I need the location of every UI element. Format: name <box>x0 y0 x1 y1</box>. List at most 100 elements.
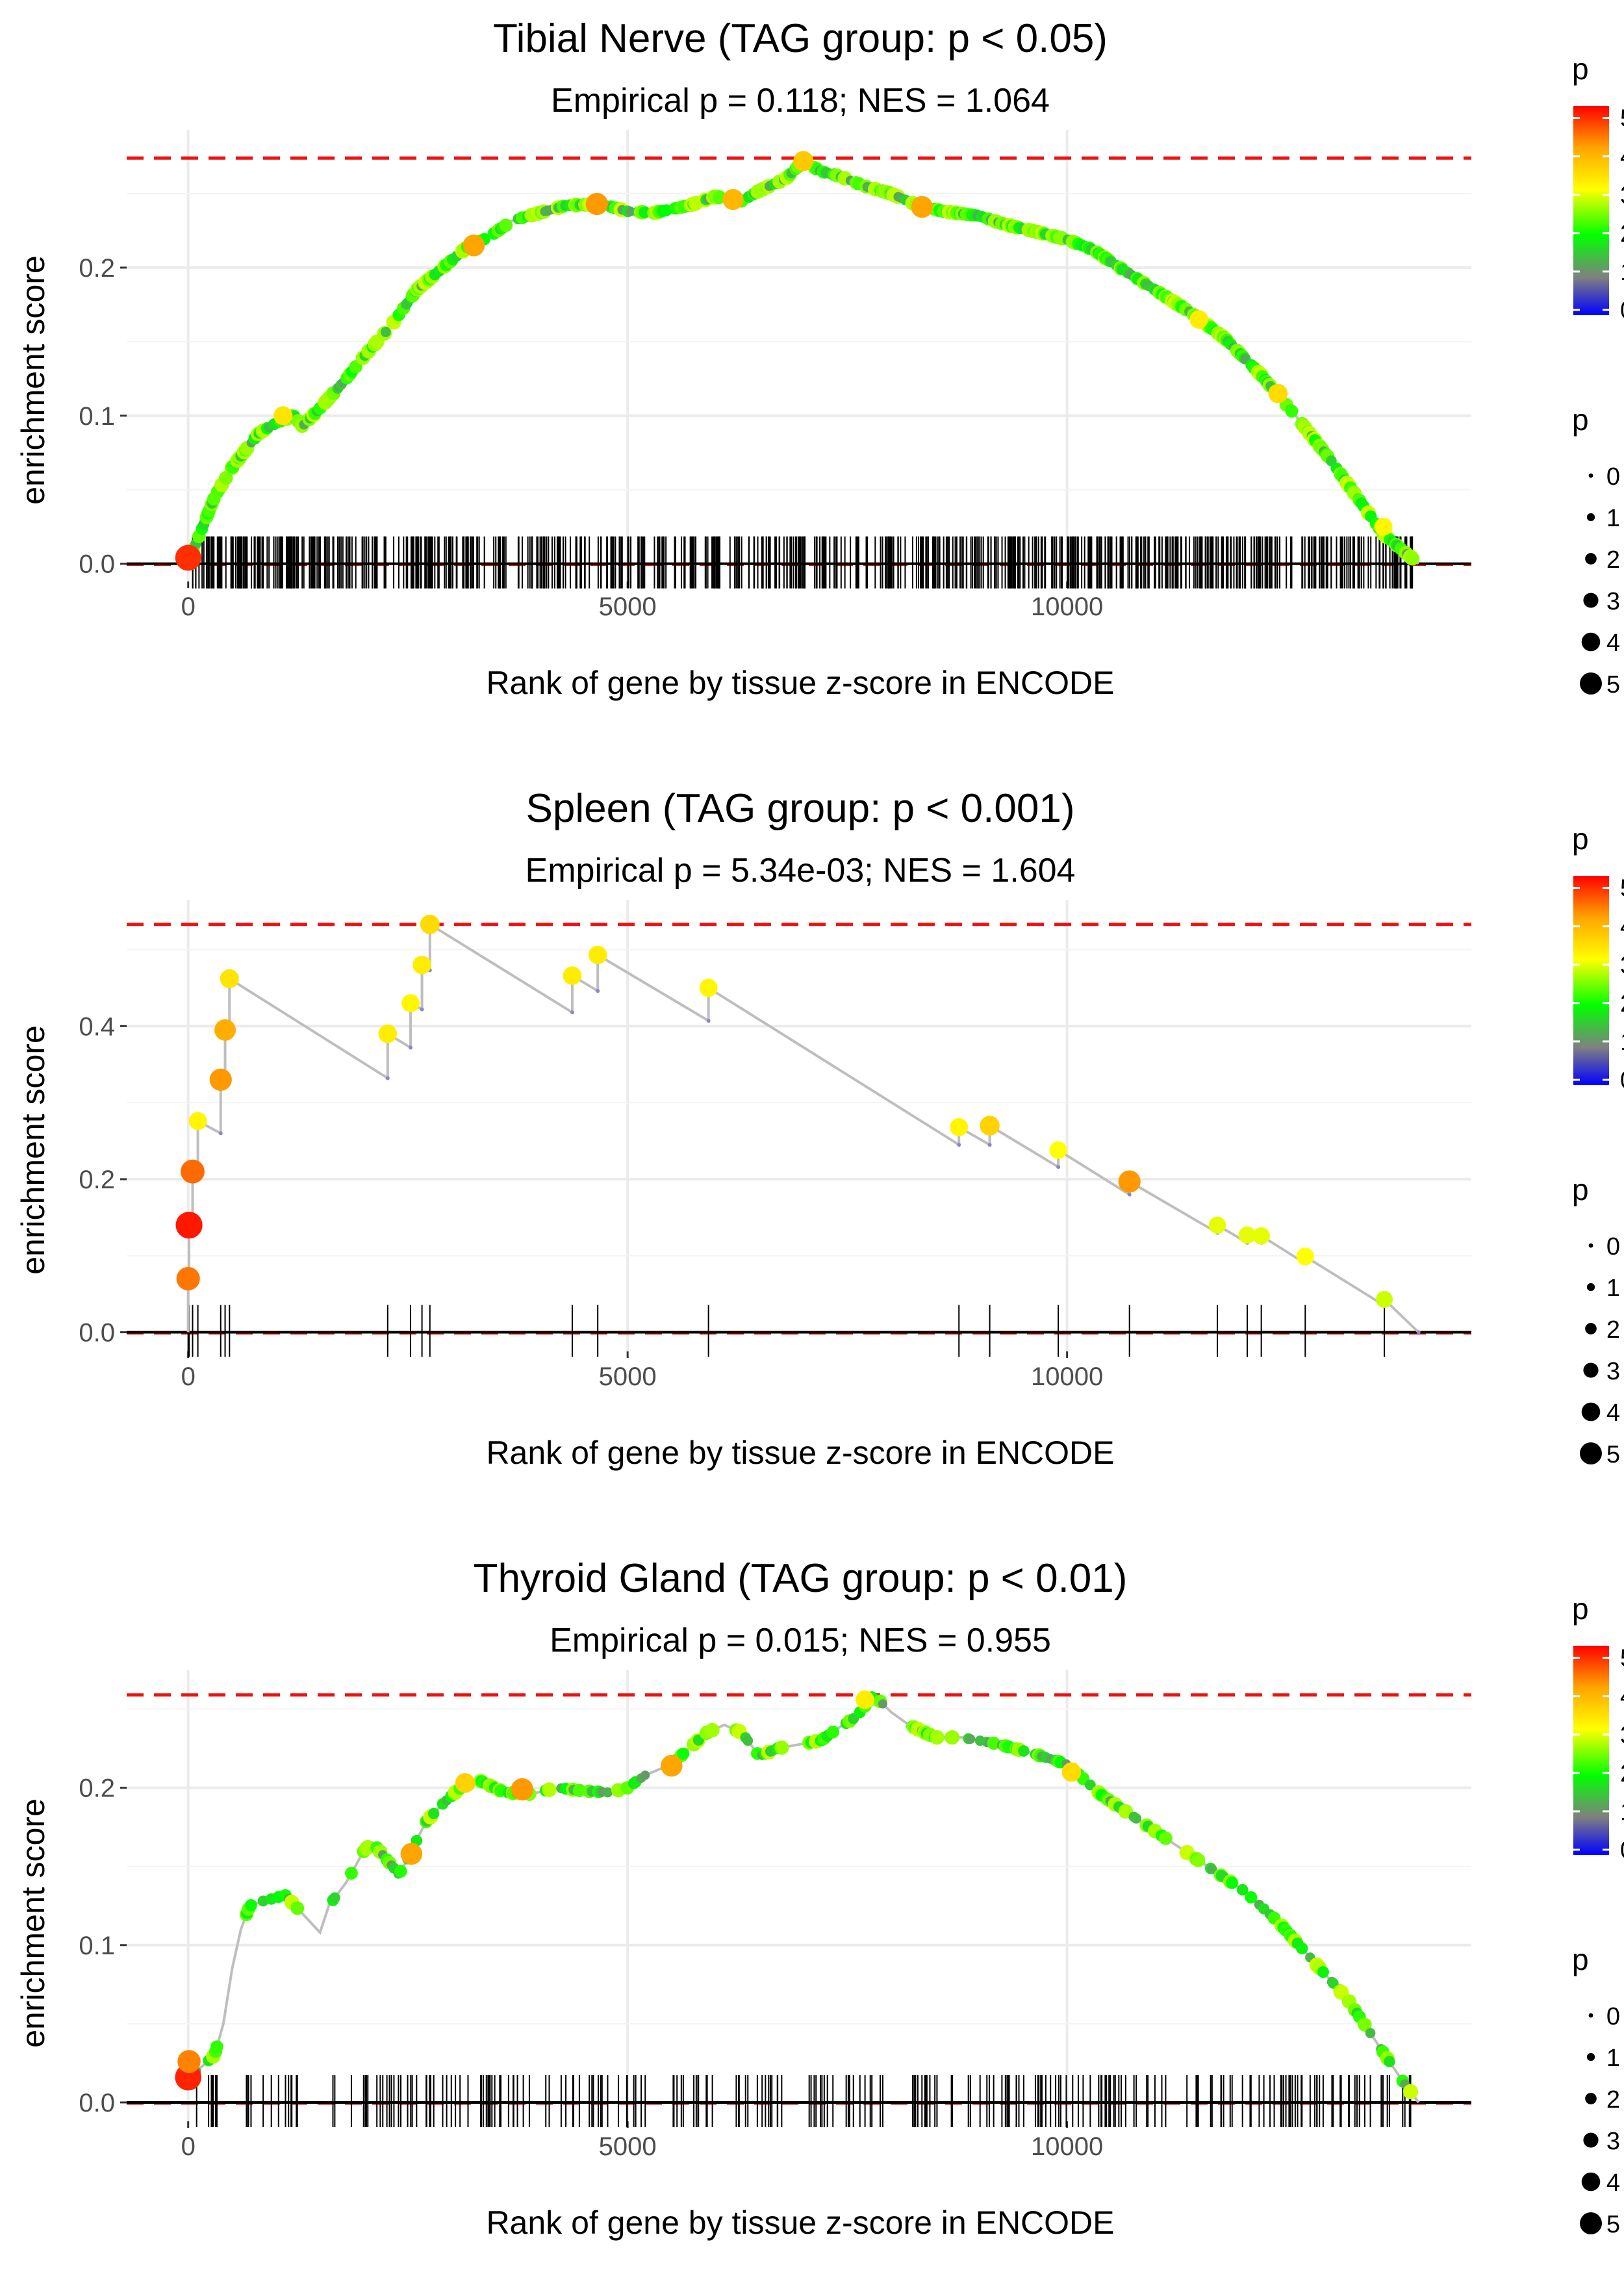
gene-point <box>244 1899 257 1912</box>
color-legend-label: 2 <box>1620 990 1624 1017</box>
size-legend-dot <box>1588 2013 1593 2018</box>
gene-point <box>210 2040 223 2054</box>
size-legend-dot <box>1581 1402 1601 1422</box>
gene-point <box>394 1865 407 1878</box>
gene-point <box>290 1901 305 1915</box>
highlight-point <box>455 1773 476 1793</box>
highlight-point <box>1061 1762 1082 1782</box>
size-legend-dot <box>1585 1323 1597 1335</box>
x-tick-label: 0 <box>181 2132 196 2161</box>
gene-point <box>345 1867 358 1880</box>
panel-1-xlabel: Rank of gene by tissue z-score in ENCODE <box>486 665 1114 701</box>
gene-point-minor <box>385 1076 390 1080</box>
panel-1-ylabel: enrichment score <box>15 255 51 505</box>
size-legend-dot <box>1580 2212 1602 2234</box>
highlight-point <box>1296 1247 1314 1266</box>
gene-point-minor <box>1056 1165 1061 1169</box>
highlight-point <box>1049 1141 1067 1159</box>
gene-point <box>602 1787 613 1798</box>
size-legend-dot <box>1581 632 1601 652</box>
gene-point-minor <box>570 1010 574 1015</box>
panel-thyroid-gland: Thyroid Gland (TAG group: p < 0.01) Empi… <box>15 1556 1624 2241</box>
color-legend-bar <box>1573 1646 1609 1855</box>
color-legend-label: 5 <box>1620 875 1624 902</box>
color-legend-label: 1 <box>1620 1028 1624 1056</box>
y-tick-label: 0.2 <box>79 1774 115 1803</box>
panel-spleen: Spleen (TAG group: p < 0.001) Empirical … <box>15 786 1624 1471</box>
size-legend-dot <box>1580 672 1602 695</box>
color-legend-title: p <box>1572 52 1589 86</box>
y-tick-label: 0.1 <box>79 402 115 431</box>
size-legend-dot <box>1583 1362 1599 1378</box>
highlight-point <box>177 2050 201 2073</box>
x-tick-label: 10000 <box>1031 1362 1103 1391</box>
gene-point <box>572 1783 587 1797</box>
gene-point-minor <box>218 1131 223 1136</box>
size-legend-dot <box>1580 1442 1602 1464</box>
highlight-point <box>1238 1226 1256 1244</box>
highlight-point <box>911 196 933 218</box>
gene-point <box>930 1730 945 1745</box>
gene-point <box>1365 2028 1376 2038</box>
gene-point-minor <box>596 989 600 993</box>
gene-point <box>1191 1853 1206 1867</box>
x-tick-label: 5000 <box>599 593 657 621</box>
x-tick-label: 5000 <box>599 2132 657 2161</box>
x-tick-label: 0 <box>181 1362 196 1391</box>
gene-point <box>1405 551 1420 566</box>
highlight-point <box>511 1778 533 1801</box>
panel-2-plot: 0 5000 10000 0.0 0.2 0.4 <box>79 900 1471 1391</box>
highlight-point <box>400 1843 423 1865</box>
highlight-point <box>214 1019 236 1041</box>
color-legend-label: 0 <box>1620 1067 1624 1094</box>
gene-point <box>705 1722 720 1738</box>
size-legend-label: 4 <box>1606 2169 1620 2197</box>
panel-1-color-legend: p 5 4 3 2 1 0 <box>1572 52 1624 324</box>
panel-3-ylabel: enrichment score <box>15 1798 51 2048</box>
size-legend-label: 2 <box>1606 2086 1620 2114</box>
gene-point <box>542 1782 557 1797</box>
highlight-point <box>585 192 608 216</box>
color-legend-label: 4 <box>1620 913 1624 941</box>
gene-point <box>878 1699 888 1709</box>
highlight-point <box>1252 1227 1270 1245</box>
size-legend-label: 3 <box>1606 588 1620 615</box>
size-legend-label: 0 <box>1606 1233 1620 1260</box>
highlight-point <box>181 1159 205 1184</box>
highlight-point <box>661 1754 683 1777</box>
color-legend-label: 2 <box>1620 220 1624 248</box>
size-legend-label: 5 <box>1606 1441 1620 1468</box>
size-legend-title: p <box>1572 1173 1589 1207</box>
size-legend-label: 2 <box>1606 546 1620 574</box>
gene-point-minor <box>1127 1192 1132 1197</box>
gene-point-minor <box>409 1045 412 1050</box>
highlight-point <box>378 1024 398 1043</box>
size-legend-dot <box>1585 553 1597 565</box>
size-legend-dot <box>1586 2052 1595 2062</box>
gene-point <box>499 218 513 233</box>
gene-point <box>1226 1876 1239 1889</box>
color-legend-label: 4 <box>1620 1683 1624 1711</box>
panel-2-ylabel: enrichment score <box>15 1025 51 1275</box>
highlight-point <box>1374 517 1393 536</box>
highlight-point <box>401 994 420 1012</box>
color-legend-title: p <box>1572 822 1589 856</box>
panel-1-subtitle: Empirical p = 0.118; NES = 1.064 <box>551 82 1050 120</box>
panel-1-size-legend: p 0 1 2 3 4 5 <box>1572 403 1620 698</box>
color-legend-label: 4 <box>1620 144 1624 171</box>
color-legend-label: 3 <box>1620 1722 1624 1749</box>
highlight-point <box>699 978 718 997</box>
gene-point-minor <box>987 1142 992 1147</box>
panel-tibial-nerve: Tibial Nerve (TAG group: p < 0.05) Empir… <box>15 16 1624 701</box>
highlight-point <box>563 966 582 985</box>
color-legend-title: p <box>1572 1592 1589 1626</box>
gene-point <box>965 1734 976 1744</box>
y-tick-label: 0.2 <box>79 254 115 283</box>
panel-3-title: Thyroid Gland (TAG group: p < 0.01) <box>474 1556 1128 1601</box>
size-legend-label: 1 <box>1606 2045 1620 2072</box>
gene-point <box>1236 1884 1249 1896</box>
size-legend-dot <box>1583 2132 1599 2148</box>
gene-point <box>826 1725 840 1739</box>
gene-point <box>1402 2084 1419 2100</box>
